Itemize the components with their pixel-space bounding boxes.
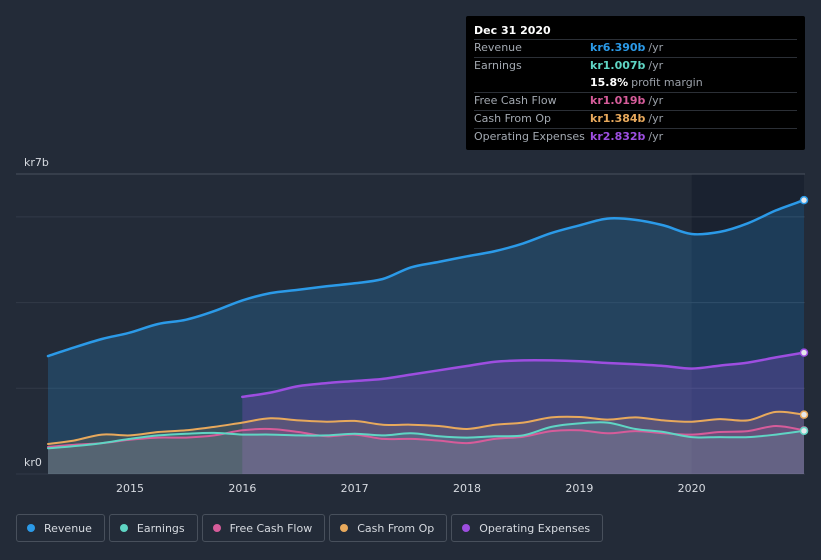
series-line-earnings (47, 421, 805, 450)
series-area-cash-from-op (48, 411, 804, 474)
tooltip-row: 15.8% profit margin (474, 75, 797, 92)
series-line-revenue (46, 198, 806, 358)
tooltip-row-unit: /yr (648, 112, 664, 125)
legend-item-free-cash-flow[interactable]: Free Cash Flow (201, 514, 326, 542)
legend-label: Earnings (136, 521, 185, 535)
legend-label: Revenue (44, 521, 92, 535)
legend-label: Operating Expenses (479, 521, 591, 535)
series-endpoint-earnings (799, 426, 809, 436)
legend-dot-icon (119, 524, 128, 532)
tooltip-row: Earnings kr1.007b/yr (474, 57, 797, 75)
series-line-cash-from-op (47, 410, 805, 445)
tooltip-row-value: 15.8% (590, 76, 629, 89)
series-line-operating-expenses (241, 351, 806, 399)
series-area-revenue (48, 200, 804, 474)
legend-item-cash-from-op[interactable]: Cash From Op (329, 514, 448, 542)
tooltip-row-label: Earnings (474, 59, 522, 72)
tooltip-row-unit: /yr (648, 59, 664, 72)
series-endpoint-revenue (799, 195, 809, 205)
y-axis-bottom-label: kr0 (24, 456, 42, 469)
tooltip-row-label: Cash From Op (474, 112, 552, 125)
tooltip-date: Dec 31 2020 (474, 24, 551, 37)
series-endpoint-operating-expenses (799, 348, 809, 357)
tooltip-row-unit: /yr (648, 94, 664, 107)
tooltip-row: Free Cash Flow kr1.019b/yr (474, 92, 797, 110)
legend-dot-icon (462, 524, 471, 532)
x-tick-label: 2016 (228, 482, 256, 495)
legend-label: Cash From Op (357, 521, 435, 535)
financial-history-chart: kr7b kr0 2015 2016 2017 2018 2019 2020 (16, 156, 809, 495)
tooltip-row-unit: /yr (648, 130, 664, 143)
tooltip-row-label: Operating Expenses (474, 130, 585, 143)
tooltip-row-value: kr1.384b (590, 112, 646, 125)
tooltip-row-unit: profit margin (631, 76, 703, 89)
tooltip-row-value: kr6.390b (590, 41, 646, 54)
legend-dot-icon (212, 524, 221, 532)
legend-item-earnings[interactable]: Earnings (108, 514, 198, 542)
tooltip-row-label: Revenue (474, 41, 522, 54)
x-tick-label: 2020 (678, 482, 706, 495)
tooltip-row-unit: /yr (648, 41, 664, 54)
series-area-free-cash-flow (48, 425, 804, 474)
tooltip-row: Revenue kr6.390b/yr (474, 39, 797, 57)
series-area-operating-expenses (242, 352, 805, 474)
x-tick-label: 2017 (341, 482, 369, 495)
x-tick-label: 2018 (453, 482, 481, 495)
data-tooltip: Dec 31 2020 Revenue kr6.390b/yr Earnings kr… (466, 16, 805, 150)
tooltip-row-value: kr1.019b (590, 94, 646, 107)
x-tick-label: 2019 (565, 482, 593, 495)
legend-item-revenue[interactable]: Revenue (16, 514, 105, 542)
tooltip-row: Operating Expenses kr2.832b/yr (474, 128, 797, 146)
tooltip-row-value: kr1.007b (590, 59, 646, 72)
tooltip-row-label: Free Cash Flow (474, 94, 557, 107)
chart-legend: Revenue Earnings Free Cash Flow Cash From O… (16, 514, 604, 542)
series-endpoint-cash-from-op (799, 410, 809, 419)
legend-label: Free Cash Flow (229, 521, 313, 535)
legend-item-operating-expenses[interactable]: Operating Expenses (451, 514, 604, 542)
x-tick-label: 2015 (116, 482, 144, 495)
legend-dot-icon (27, 524, 35, 532)
tooltip-row-label (474, 75, 590, 92)
legend-dot-icon (340, 524, 349, 532)
tooltip-row: Cash From Op kr1.384b/yr (474, 110, 797, 128)
tooltip-row-value: kr2.832b (590, 130, 646, 143)
y-axis-top-label: kr7b (24, 156, 49, 169)
